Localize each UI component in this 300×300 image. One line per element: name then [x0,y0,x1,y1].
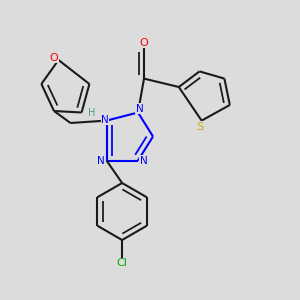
Text: S: S [196,122,204,132]
Text: O: O [50,52,58,63]
Text: N: N [136,104,143,114]
Text: H: H [88,108,95,118]
Text: N: N [97,155,105,166]
Text: Cl: Cl [117,258,128,268]
Text: O: O [140,38,148,48]
Text: N: N [140,155,147,166]
Text: N: N [101,115,109,125]
